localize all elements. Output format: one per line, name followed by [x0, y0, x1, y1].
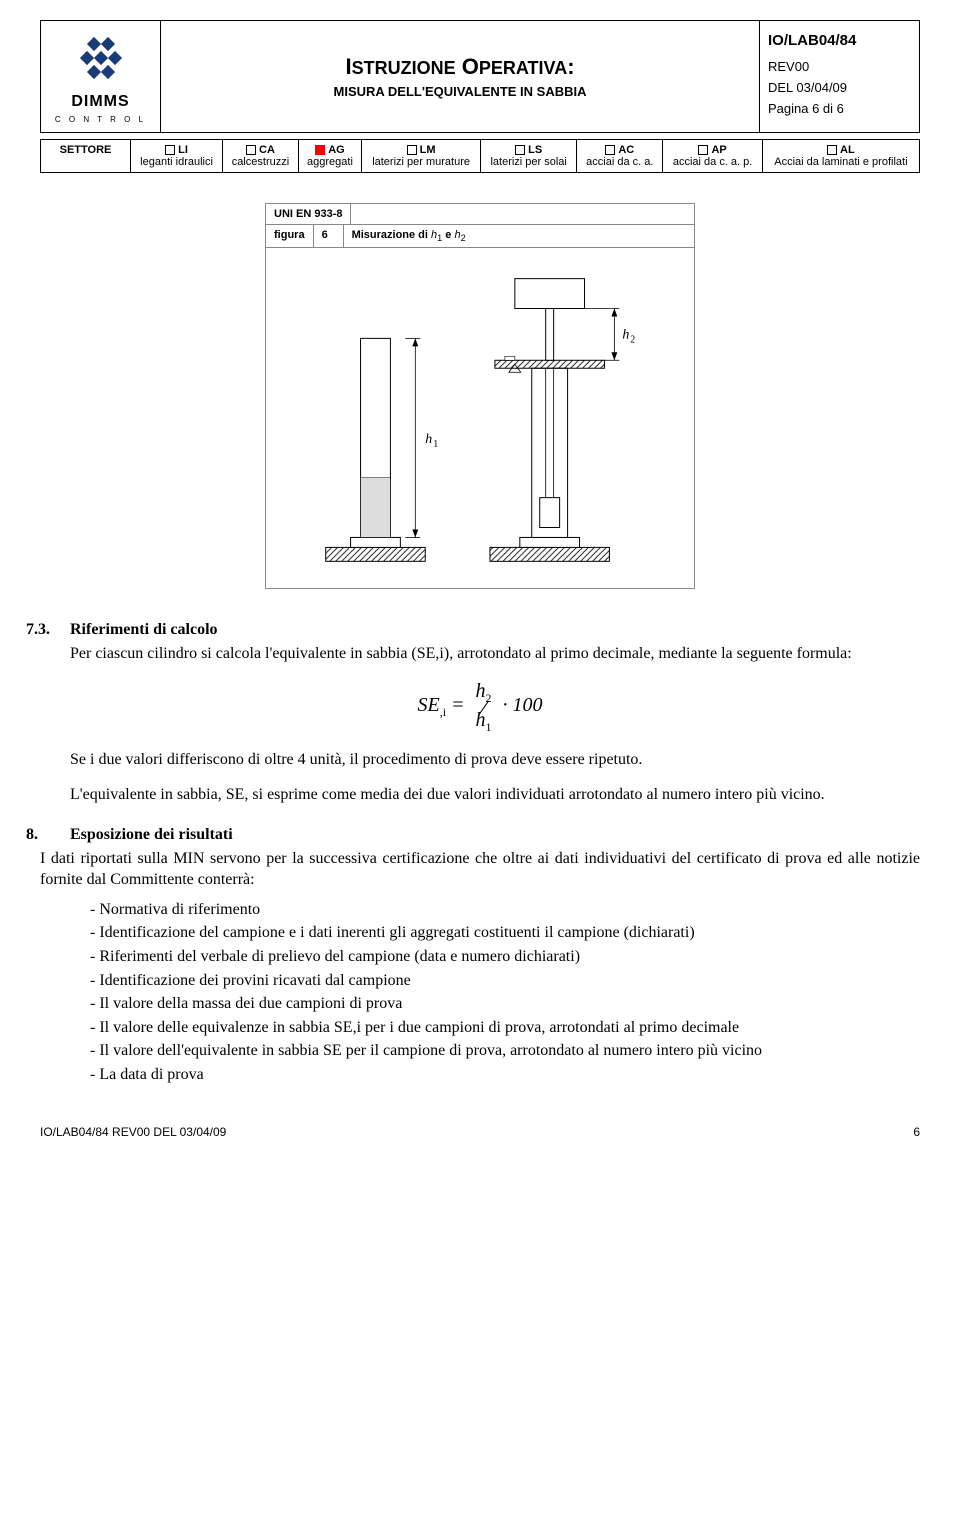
page-footer: IO/LAB04/84 REV00 DEL 03/04/09 6: [40, 1125, 920, 1139]
footer-left: IO/LAB04/84 REV00 DEL 03/04/09: [40, 1125, 226, 1139]
checkbox-icon: [246, 145, 256, 155]
sector-desc: acciai da c. a.: [586, 156, 653, 168]
sector-code: CA: [259, 144, 275, 156]
checkbox-icon: [827, 145, 837, 155]
sector-code: AC: [618, 144, 634, 156]
section-num: 8.: [48, 824, 70, 846]
list-item: Riferimenti del verbale di prelievo del …: [90, 946, 920, 968]
checkbox-icon: [698, 145, 708, 155]
body-content: 7.3.Riferimenti di calcolo Per ciascun c…: [40, 619, 920, 1085]
section-title: Riferimenti di calcolo: [70, 621, 218, 638]
formula-eq: =: [446, 694, 470, 716]
sector-code: LI: [178, 144, 188, 156]
sector-col-LI: LIleganti idraulici: [131, 140, 223, 173]
sector-col-CA: CAcalcestruzzi: [223, 140, 299, 173]
sector-col-AL: ALAcciai da laminati e profilati: [762, 140, 919, 173]
formula-lhs: SE: [417, 694, 439, 716]
h1-label: h: [425, 432, 432, 447]
figure-box: UNI EN 933-8 6 figura 6 Misurazione di h…: [265, 203, 695, 589]
figure-container: UNI EN 933-8 6 figura 6 Misurazione di h…: [40, 203, 920, 589]
sector-code: AG: [328, 144, 345, 156]
measurement-diagram: h 1 h 2: [266, 248, 694, 588]
list-item: Il valore dell'equivalente in sabbia SE …: [90, 1040, 920, 1062]
sec73-p1: Per ciascun cilindro si calcola l'equiva…: [70, 643, 920, 665]
fig-caption-mid: e: [442, 229, 454, 241]
list-item: La data di prova: [90, 1064, 920, 1086]
sector-code: LM: [420, 144, 436, 156]
checkbox-checked-icon: [315, 145, 325, 155]
title-cell: ISTRUZIONE OPERATIVA: MISURA DELL'EQUIVA…: [161, 21, 760, 133]
sector-desc: acciai da c. a. p.: [673, 156, 753, 168]
checkbox-icon: [605, 145, 615, 155]
sector-desc: Acciai da laminati e profilati: [774, 156, 907, 168]
sector-table: SETTORE LIleganti idraulici CAcalcestruz…: [40, 139, 920, 173]
formula-fraction: h2 h1: [476, 678, 492, 734]
sector-col-AC: ACacciai da c. a.: [577, 140, 663, 173]
sector-col-AP: APacciai da c. a. p.: [663, 140, 762, 173]
svg-text:1: 1: [433, 439, 438, 450]
formula-h1s: 1: [486, 720, 492, 734]
logo-cell: DIMMS C O N T R O L: [41, 21, 161, 133]
document-subtitle: MISURA DELL'EQUIVALENTE IN SABBIA: [169, 84, 751, 99]
doc-date: DEL 03/04/09: [768, 80, 911, 95]
list-item: Il valore delle equivalenze in sabbia SE…: [90, 1017, 920, 1039]
checkbox-icon: [165, 145, 175, 155]
figure-subheader: figura 6 Misurazione di h1 e h2: [266, 225, 694, 248]
doc-id: IO/LAB04/84: [768, 32, 911, 49]
fig-caption-bold: Misurazione di: [352, 229, 431, 241]
doc-page: Pagina 6 di 6: [768, 101, 911, 116]
sector-col-AG: AGaggregati: [298, 140, 361, 173]
sector-col-LS: LSlaterizi per solai: [481, 140, 577, 173]
logo-text: DIMMS: [71, 93, 129, 111]
section-title: Esposizione dei risultati: [70, 826, 233, 843]
formula-se: SE,i = h2 h1 · 100: [40, 678, 920, 734]
figure-header: UNI EN 933-8 6: [266, 204, 694, 225]
sector-desc: calcestruzzi: [232, 156, 289, 168]
dimms-logo-icon: [71, 29, 131, 89]
sector-code: AL: [840, 144, 855, 156]
document-title: ISTRUZIONE OPERATIVA:: [169, 54, 751, 80]
section-num: 7.3.: [48, 619, 70, 641]
results-bullet-list: Normativa di riferimento Identificazione…: [90, 899, 920, 1086]
meta-cell: IO/LAB04/84 REV00 DEL 03/04/09 Pagina 6 …: [760, 21, 920, 133]
sec8-p1: I dati riportati sulla MIN servono per l…: [40, 848, 920, 891]
sector-desc: laterizi per murature: [372, 156, 470, 168]
title-sc2: PERATIVA: [479, 58, 567, 78]
fig-number: 6: [314, 225, 344, 247]
sector-label: SETTORE: [41, 140, 131, 173]
formula-h2: h: [476, 680, 486, 702]
fig-h2-sub: 2: [461, 233, 466, 243]
list-item: Identificazione del campione e i dati in…: [90, 922, 920, 944]
sector-desc: leganti idraulici: [140, 156, 213, 168]
sector-code: LS: [528, 144, 542, 156]
sector-col-LM: LMlaterizi per murature: [362, 140, 481, 173]
sector-desc: laterizi per solai: [490, 156, 566, 168]
fig-label: figura: [266, 225, 314, 247]
doc-rev: REV00: [768, 59, 911, 74]
footer-right: 6: [913, 1125, 920, 1139]
list-item: Identificazione dei provini ricavati dal…: [90, 970, 920, 992]
svg-text:2: 2: [630, 335, 635, 346]
checkbox-icon: [407, 145, 417, 155]
sec73-p3: L'equivalente in sabbia, SE, si esprime …: [70, 784, 920, 806]
fig-caption: Misurazione di h1 e h2: [344, 225, 694, 247]
fig-standard: UNI EN 933-8: [266, 204, 351, 224]
logo-subtext: C O N T R O L: [55, 115, 146, 124]
h2-label: h: [622, 328, 629, 343]
title-sc1: STRUZIONE: [352, 58, 456, 78]
formula-mult: · 100: [503, 694, 543, 716]
list-item: Normativa di riferimento: [90, 899, 920, 921]
sector-desc: aggregati: [307, 156, 353, 168]
checkbox-icon: [515, 145, 525, 155]
title-cap2: O: [462, 54, 479, 79]
title-colon: :: [567, 54, 574, 79]
document-header: DIMMS C O N T R O L ISTRUZIONE OPERATIVA…: [40, 20, 920, 133]
sec73-p2: Se i due valori differiscono di oltre 4 …: [70, 749, 920, 771]
section-8-heading: 8.Esposizione dei risultati: [70, 824, 920, 846]
sector-code: AP: [711, 144, 726, 156]
list-item: Il valore della massa dei due campioni d…: [90, 993, 920, 1015]
section-7-3-heading: 7.3.Riferimenti di calcolo: [70, 619, 920, 641]
